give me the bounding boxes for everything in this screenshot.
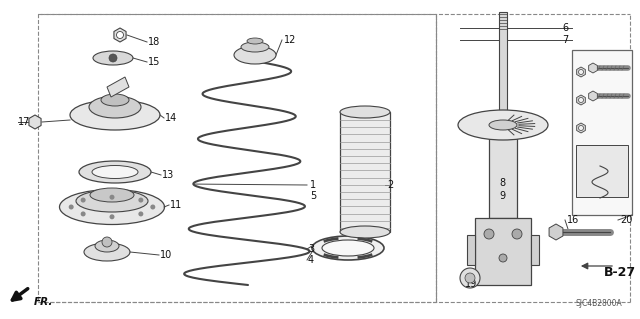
- Text: 13: 13: [162, 170, 174, 180]
- Text: 10: 10: [160, 250, 172, 260]
- Circle shape: [81, 211, 86, 216]
- Ellipse shape: [79, 161, 151, 183]
- Circle shape: [579, 125, 584, 130]
- Ellipse shape: [76, 190, 148, 212]
- Circle shape: [579, 70, 584, 75]
- Text: 2: 2: [387, 180, 393, 190]
- Ellipse shape: [89, 96, 141, 118]
- Circle shape: [102, 237, 112, 247]
- Text: 18: 18: [148, 37, 160, 47]
- Text: 1: 1: [310, 180, 316, 190]
- Ellipse shape: [340, 106, 390, 118]
- Ellipse shape: [489, 120, 517, 130]
- Circle shape: [150, 204, 156, 210]
- Circle shape: [138, 211, 143, 216]
- Ellipse shape: [247, 38, 263, 44]
- Circle shape: [484, 229, 494, 239]
- FancyBboxPatch shape: [572, 50, 632, 215]
- Ellipse shape: [312, 236, 384, 260]
- Text: 16: 16: [567, 215, 579, 225]
- Bar: [499, 12, 507, 125]
- Ellipse shape: [340, 226, 390, 238]
- Circle shape: [116, 32, 124, 39]
- Circle shape: [579, 98, 584, 102]
- Circle shape: [460, 268, 480, 288]
- Ellipse shape: [93, 51, 133, 65]
- Ellipse shape: [458, 110, 548, 140]
- Text: 8: 8: [499, 178, 505, 188]
- Text: 9: 9: [499, 191, 505, 201]
- Ellipse shape: [322, 240, 374, 256]
- Text: 14: 14: [165, 113, 177, 123]
- Ellipse shape: [101, 94, 129, 106]
- FancyBboxPatch shape: [467, 235, 475, 265]
- Ellipse shape: [90, 188, 134, 202]
- Text: 5: 5: [310, 191, 316, 201]
- Text: B-27: B-27: [604, 265, 636, 278]
- FancyBboxPatch shape: [475, 218, 531, 285]
- Text: 12: 12: [284, 35, 296, 45]
- Circle shape: [138, 197, 143, 203]
- Circle shape: [68, 204, 74, 210]
- Bar: [38, 14, 436, 302]
- Circle shape: [81, 197, 86, 203]
- Circle shape: [512, 229, 522, 239]
- Ellipse shape: [70, 100, 160, 130]
- Text: SJC4B2800A: SJC4B2800A: [575, 299, 622, 308]
- Circle shape: [109, 214, 115, 219]
- Ellipse shape: [84, 243, 130, 261]
- Text: 17: 17: [18, 117, 30, 127]
- Text: 6: 6: [562, 23, 568, 33]
- Ellipse shape: [234, 46, 276, 64]
- FancyBboxPatch shape: [531, 235, 539, 265]
- Polygon shape: [107, 77, 129, 97]
- Text: 11: 11: [170, 200, 182, 210]
- Text: 19: 19: [465, 279, 477, 289]
- Circle shape: [465, 273, 475, 283]
- Circle shape: [109, 195, 115, 200]
- Text: 3: 3: [308, 244, 314, 254]
- Ellipse shape: [95, 240, 119, 252]
- Circle shape: [109, 54, 117, 62]
- Ellipse shape: [92, 166, 138, 179]
- Circle shape: [499, 254, 507, 262]
- Text: 20: 20: [620, 215, 632, 225]
- Text: 7: 7: [562, 35, 568, 45]
- Text: 15: 15: [148, 57, 161, 67]
- Ellipse shape: [60, 189, 164, 225]
- FancyBboxPatch shape: [340, 112, 390, 232]
- Text: FR.: FR.: [34, 297, 53, 307]
- Ellipse shape: [241, 42, 269, 52]
- FancyBboxPatch shape: [576, 145, 628, 197]
- Text: 4: 4: [308, 255, 314, 265]
- Bar: [489, 125, 517, 218]
